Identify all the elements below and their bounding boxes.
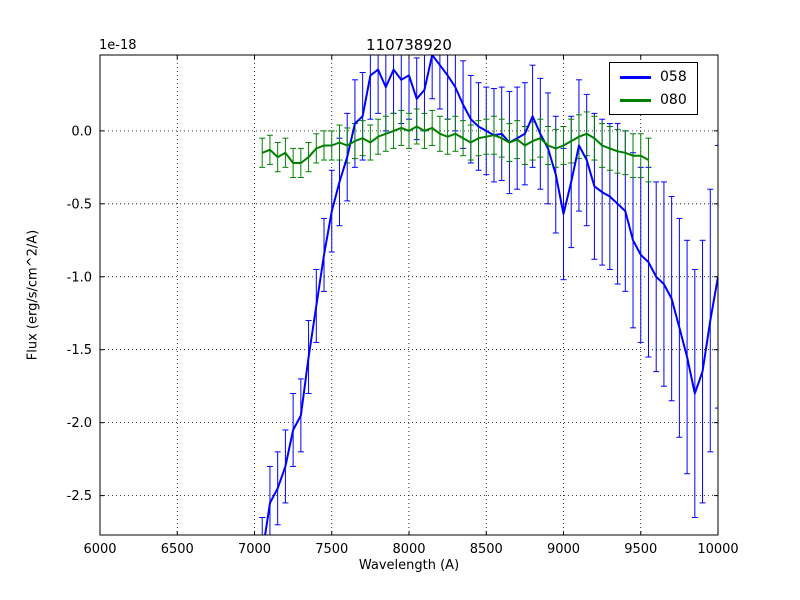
legend-line-sample-080 — [620, 98, 651, 102]
svg-text:8500: 8500 — [470, 542, 503, 557]
y-axis-label: Flux (erg/s/cm^2/A) — [25, 229, 41, 361]
svg-text:9000: 9000 — [547, 542, 580, 557]
svg-text:6500: 6500 — [161, 542, 194, 557]
svg-text:-1.5: -1.5 — [67, 343, 92, 358]
svg-text:-1.0: -1.0 — [67, 270, 92, 285]
legend-entry-058: 058 — [620, 70, 687, 84]
svg-text:10000: 10000 — [697, 542, 738, 557]
legend-label-058: 058 — [660, 69, 687, 85]
y-axis-offset-label: 1e-18 — [99, 38, 137, 53]
svg-text:7500: 7500 — [315, 542, 348, 557]
legend-entry-080: 080 — [620, 93, 687, 107]
legend: 058 080 — [609, 62, 698, 115]
svg-text:-2.0: -2.0 — [67, 416, 92, 431]
legend-label-080: 080 — [660, 92, 687, 108]
svg-text:8000: 8000 — [392, 542, 425, 557]
x-axis-label: Wavelength (A) — [358, 558, 460, 573]
svg-text:6000: 6000 — [83, 542, 116, 557]
svg-text:0.0: 0.0 — [71, 124, 92, 139]
svg-text:-0.5: -0.5 — [67, 197, 92, 212]
svg-text:9500: 9500 — [624, 542, 657, 557]
legend-line-sample-058 — [620, 75, 651, 79]
svg-text:-2.5: -2.5 — [67, 489, 92, 504]
plot-title: 110738920 — [366, 36, 452, 54]
svg-text:7000: 7000 — [238, 542, 271, 557]
